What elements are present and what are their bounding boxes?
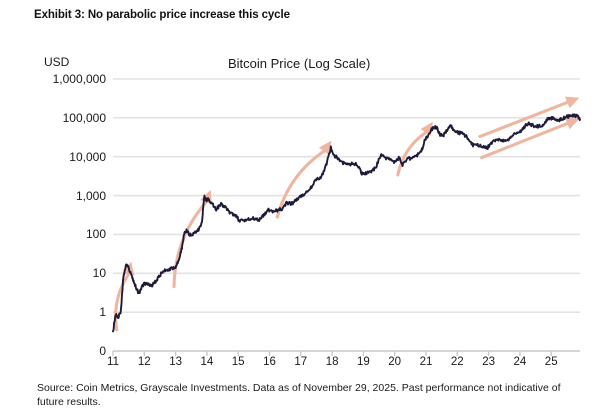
annotation-arrow-shaft (478, 100, 569, 139)
annotation-arrow (478, 96, 580, 139)
x-axis-tick-label: 18 (325, 356, 339, 368)
annotation-arrow-head (318, 140, 332, 155)
annotation-arrow (172, 189, 212, 289)
y-axis-tick-label: 10,000 (69, 149, 106, 164)
x-axis-tick-label: 11 (107, 356, 119, 368)
annotation-arrow-shaft (480, 121, 569, 160)
x-axis-tick-label: 14 (200, 356, 214, 368)
x-axis-tick-label: 22 (450, 356, 464, 368)
annotation-arrow-shaft (396, 130, 428, 177)
annotation-arrow-head (565, 117, 580, 130)
y-axis-tick-label: 100,000 (62, 110, 106, 125)
source-note: Source: Coin Metrics, Grayscale Investme… (37, 382, 561, 408)
y-axis-tick-label: 1,000,000 (52, 72, 106, 86)
x-axis-tick-label: 23 (482, 356, 495, 368)
x-axis-tick-label: 19 (356, 356, 370, 368)
x-axis-tick-label: 20 (388, 356, 402, 368)
y-axis-tick-labels: 1,000,000 100,000 10,000 1,000 100 10 1 0 (0, 0, 106, 417)
x-axis-tick-label: 15 (231, 356, 245, 368)
chart-title: Bitcoin Price (Log Scale) (228, 56, 371, 71)
annotation-arrow-shaft (114, 272, 131, 332)
exhibit-title: Exhibit 3: No parabolic price increase t… (34, 9, 290, 21)
y-axis-tick-label: 10 (92, 266, 106, 281)
y-axis-tick-label: 1 (99, 305, 106, 320)
annotation-arrow (480, 117, 580, 160)
x-axis-tick-label: 24 (513, 356, 527, 368)
price-line (112, 113, 581, 333)
y-axis-tick-label: 0 (99, 344, 106, 358)
annotation-arrow-head (565, 96, 580, 109)
x-axis-tick-label: 25 (544, 356, 558, 368)
x-axis-tick-label: 21 (419, 356, 433, 368)
x-axis-tick-label: 12 (137, 356, 151, 368)
x-axis-tick-label: 13 (169, 356, 182, 368)
x-axis-tick-label: 16 (263, 356, 276, 368)
annotation-arrow (396, 121, 433, 177)
y-axis-tick-label: 1,000 (75, 188, 106, 203)
y-axis-unit-label: USD (44, 55, 70, 69)
y-axis-tick-label: 100 (85, 227, 106, 242)
x-axis-tick-label: 17 (294, 356, 308, 368)
